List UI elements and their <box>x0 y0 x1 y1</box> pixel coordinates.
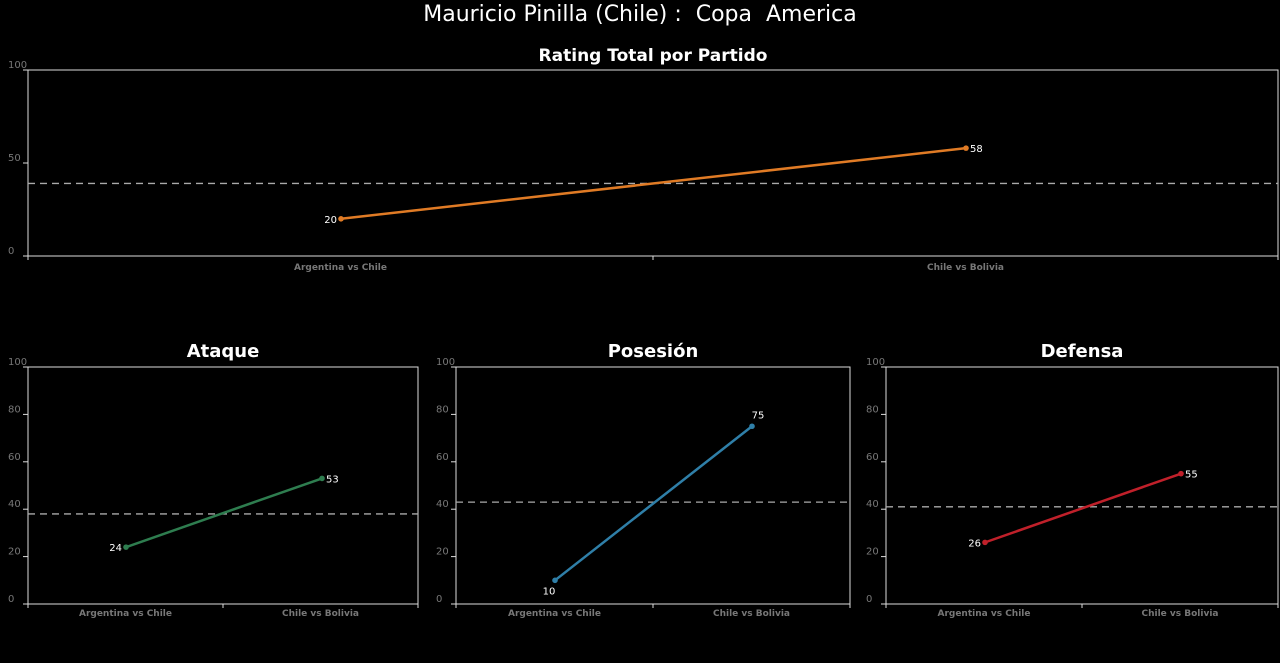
posesion-ytick-label: 60 <box>436 452 449 463</box>
rating-total-por-partido-point <box>963 145 969 151</box>
rating-total-por-partido-xtick-label: Chile vs Bolivia <box>927 263 1004 273</box>
defensa-ytick-label: 20 <box>866 547 879 558</box>
posesion-ytick-label: 80 <box>436 404 449 415</box>
defensa-ytick-label: 80 <box>866 404 879 415</box>
rating-total-por-partido-point <box>338 216 344 222</box>
posesion-series-line <box>554 425 753 582</box>
posesion-xtick-label: Chile vs Bolivia <box>713 609 790 619</box>
defensa-ytick-label: 0 <box>866 594 872 605</box>
ataque-point <box>319 475 325 482</box>
ataque-xtick-label: Argentina vs Chile <box>79 609 172 619</box>
defensa-data-label: 55 <box>1185 470 1198 481</box>
defensa-title: Defensa <box>1041 341 1124 362</box>
posesion-data-label: 10 <box>543 586 556 597</box>
rating-total-por-partido-ytick-label: 50 <box>8 153 21 164</box>
posesion-point <box>552 577 558 584</box>
rating-total-por-partido-data-label: 20 <box>324 215 337 226</box>
posesion-data-label: 75 <box>752 410 765 421</box>
defensa-xtick-label: Chile vs Bolivia <box>1141 609 1218 619</box>
posesion-ytick-label: 100 <box>436 357 455 368</box>
rating-total-por-partido-ytick-label: 0 <box>8 246 14 257</box>
page-title: Mauricio Pinilla (Chile) : Copa America <box>423 2 857 27</box>
rating-total-por-partido-frame <box>27 69 1279 257</box>
posesion-ytick-label: 40 <box>436 499 449 510</box>
posesion-ytick-label: 20 <box>436 547 449 558</box>
ataque-ytick-label: 80 <box>8 404 21 415</box>
ataque-ytick-label: 40 <box>8 499 21 510</box>
ataque-ytick-label: 100 <box>8 357 27 368</box>
defensa-ytick-label: 60 <box>866 452 879 463</box>
defensa-frame <box>885 366 1279 605</box>
ataque-ytick-label: 0 <box>8 594 14 605</box>
defensa-point <box>982 539 988 546</box>
ataque-data-label: 24 <box>109 543 122 554</box>
ataque-title: Ataque <box>187 341 260 362</box>
defensa-ytick-label: 40 <box>866 499 879 510</box>
ataque-ytick-label: 60 <box>8 452 21 463</box>
rating-total-por-partido-data-label: 58 <box>970 144 983 155</box>
posesion-frame <box>455 366 851 605</box>
rating-total-por-partido-title: Rating Total por Partido <box>539 46 768 66</box>
ataque-series-line <box>125 477 323 549</box>
ataque-data-label: 53 <box>326 474 339 485</box>
defensa-xtick-label: Argentina vs Chile <box>937 609 1030 619</box>
posesion-ytick-label: 0 <box>436 594 442 605</box>
posesion-point <box>749 423 755 430</box>
rating-total-por-partido-xtick-label: Argentina vs Chile <box>294 263 387 273</box>
ataque-point <box>123 544 129 550</box>
ataque-frame <box>27 366 419 605</box>
ataque-ytick-label: 20 <box>8 547 21 558</box>
posesion-xtick-label: Argentina vs Chile <box>508 609 601 619</box>
posesion-title: Posesión <box>608 341 699 362</box>
defensa-ytick-label: 100 <box>866 357 885 368</box>
defensa-point <box>1178 470 1184 477</box>
defensa-series-line <box>984 472 1182 544</box>
defensa-data-label: 26 <box>968 538 981 549</box>
ataque-xtick-label: Chile vs Bolivia <box>282 609 359 619</box>
rating-total-por-partido-series-line <box>340 146 967 221</box>
rating-total-por-partido-ytick-label: 100 <box>8 60 27 71</box>
